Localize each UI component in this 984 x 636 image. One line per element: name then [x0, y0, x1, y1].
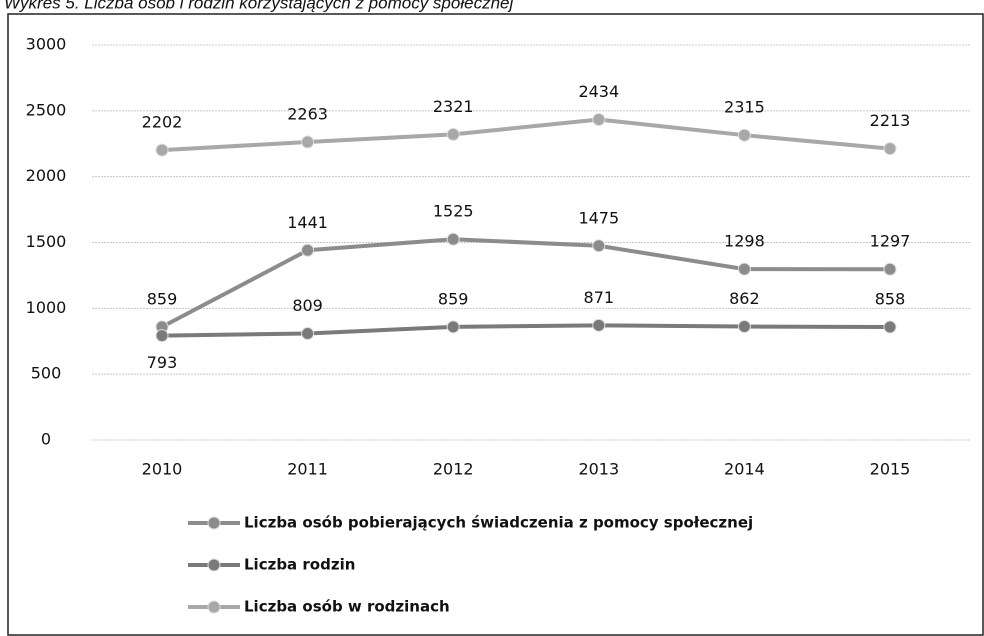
x-tick-label: 2014 — [724, 460, 765, 479]
point — [737, 320, 751, 334]
point — [155, 329, 169, 343]
data-label: 2434 — [578, 82, 619, 101]
data-label: 862 — [729, 289, 760, 308]
legend-marker — [207, 516, 221, 530]
legend-label: Liczba osób pobierających świadczenia z … — [244, 514, 753, 532]
x-tick-label: 2010 — [142, 460, 183, 479]
data-label: 2321 — [433, 97, 474, 116]
y-tick-label: 1500 — [26, 232, 67, 251]
data-label: 1525 — [433, 202, 474, 221]
y-tick-label: 500 — [31, 364, 62, 383]
data-label: 2263 — [287, 105, 328, 124]
legend-marker — [207, 558, 221, 572]
data-label: 859 — [147, 289, 178, 308]
point — [446, 127, 460, 141]
y-tick-label: 3000 — [26, 35, 67, 54]
point — [883, 262, 897, 276]
data-label: 2315 — [724, 98, 765, 117]
data-label: 1475 — [578, 208, 619, 227]
data-label: 858 — [875, 290, 906, 309]
series-line — [161, 117, 891, 153]
y-tick-label: 2000 — [26, 166, 67, 185]
legend-label: Liczba osób w rodzinach — [244, 598, 450, 616]
point — [301, 135, 315, 149]
data-label: 809 — [292, 296, 323, 315]
point — [155, 143, 169, 157]
x-tick-label: 2015 — [870, 460, 911, 479]
point — [883, 320, 897, 334]
point — [446, 320, 460, 334]
y-tick-label: 0 — [41, 430, 51, 449]
legend-marker — [207, 600, 221, 614]
series-line — [161, 323, 891, 338]
point — [301, 243, 315, 257]
chart-border — [7, 13, 984, 636]
point — [446, 232, 460, 246]
series-line — [161, 237, 891, 329]
data-label: 859 — [438, 289, 469, 308]
point — [592, 113, 606, 127]
data-label: 2202 — [142, 113, 183, 132]
x-tick-label: 2012 — [433, 460, 474, 479]
y-tick-label: 2500 — [26, 100, 67, 119]
data-label: 1441 — [287, 213, 328, 232]
data-label: 871 — [584, 288, 615, 307]
point — [301, 326, 315, 340]
y-tick-label: 1000 — [26, 298, 67, 317]
data-label: 1298 — [724, 232, 765, 251]
data-label: 793 — [147, 353, 178, 372]
legend-label: Liczba rodzin — [244, 556, 355, 574]
data-label: 2213 — [870, 111, 911, 130]
data-label: 1297 — [870, 232, 911, 251]
x-tick-label: 2013 — [578, 460, 619, 479]
point — [737, 262, 751, 276]
point — [592, 318, 606, 332]
chart-title: Wykres 5. Liczba osób i rodzin korzystaj… — [4, 0, 514, 12]
point — [883, 142, 897, 156]
point — [737, 128, 751, 142]
x-tick-label: 2011 — [287, 460, 328, 479]
point — [592, 239, 606, 253]
